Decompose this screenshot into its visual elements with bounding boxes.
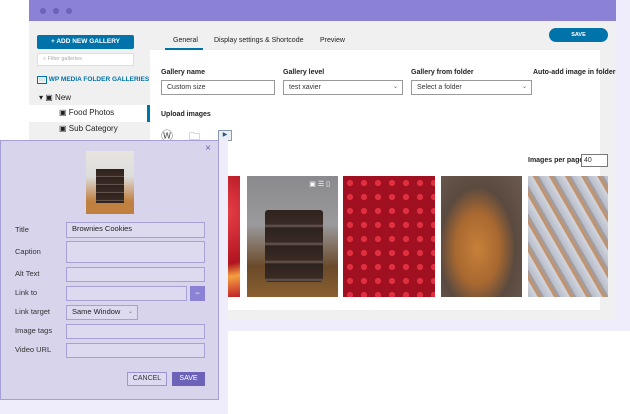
link-target-select[interactable]: Same Window ⌄	[66, 305, 138, 320]
image-icon: ▣	[45, 93, 53, 102]
video-url-label: Video URL	[15, 345, 52, 354]
chevron-down-icon: ⌄	[521, 84, 527, 90]
per-page-value: 40	[584, 157, 592, 164]
window-dot[interactable]	[66, 8, 72, 14]
link-icon[interactable]: ⇔	[190, 286, 205, 301]
gallery-name-value: Custom size	[167, 84, 206, 91]
link-to-input[interactable]	[66, 286, 187, 301]
tree-item-food-photos[interactable]: ▣ Food Photos	[59, 108, 114, 117]
tree-item-sub-category[interactable]: ▣ Sub Category	[59, 124, 118, 133]
gallery-folder-value: Select a folder	[417, 84, 462, 91]
link-to-label: Link to	[15, 288, 38, 297]
per-page-label: Images per page	[528, 157, 584, 164]
folder-upload-icon[interactable]: 🗀	[189, 131, 200, 143]
caption-label: Caption	[15, 247, 41, 256]
selected-indicator	[147, 105, 150, 122]
tree-label: Sub Category	[68, 124, 118, 133]
title-bar	[29, 0, 616, 21]
active-tab-indicator	[165, 48, 203, 50]
image-icon: ▣	[59, 108, 67, 117]
image-thumbnail	[86, 151, 134, 214]
title-label: Title	[15, 225, 29, 234]
gallery-photo-apples[interactable]	[343, 176, 435, 297]
gallery-folder-select[interactable]: Select a folder ⌄	[411, 80, 532, 95]
gallery-icon: ◌◌	[37, 76, 47, 84]
chevron-down-icon: ⌄	[392, 84, 398, 90]
close-icon[interactable]: ×	[205, 143, 211, 154]
per-page-input[interactable]: 40	[581, 154, 608, 167]
tree-label: Food Photos	[68, 108, 115, 117]
image-icon: ▣	[59, 124, 67, 133]
image-tags-label: Image tags	[15, 326, 53, 335]
gallery-name-label: Gallery name	[161, 69, 205, 76]
tab-general[interactable]: General	[173, 37, 198, 44]
image-edit-modal: × Title Brownies Cookies Caption Alt Tex…	[0, 140, 219, 400]
window-dot[interactable]	[53, 8, 59, 14]
alt-text-label: Alt Text	[15, 269, 40, 278]
caption-input[interactable]	[66, 241, 205, 263]
window-dot[interactable]	[40, 8, 46, 14]
brownie-stack	[96, 169, 124, 203]
tree-item-new[interactable]: ▾ ▣ New	[39, 93, 72, 102]
title-input[interactable]: Brownies Cookies	[66, 222, 205, 238]
tree-item-selected-bg	[29, 105, 150, 122]
filter-placeholder: Filter galleries	[47, 56, 82, 62]
gallery-name-input[interactable]: Custom size	[161, 80, 275, 95]
root-label: WP MEDIA FOLDER GALLERIES	[48, 76, 150, 83]
gallery-level-value: test xavier	[289, 84, 321, 91]
upload-images-label: Upload images	[161, 111, 211, 118]
gallery-photo-biryani[interactable]	[441, 176, 522, 297]
image-tags-input[interactable]	[66, 324, 205, 339]
tree-label: New	[55, 93, 72, 102]
brownie-stack	[265, 210, 323, 282]
link-target-value: Same Window	[72, 307, 121, 316]
filter-galleries-input[interactable]: ⌕ Filter galleries	[37, 53, 134, 66]
wordpress-icon[interactable]: Ⓦ	[161, 129, 174, 143]
video-url-input[interactable]	[66, 343, 205, 358]
auto-add-label: Auto-add image in folder	[533, 69, 616, 76]
tab-preview[interactable]: Preview	[320, 37, 345, 44]
photo-action-icons[interactable]: ▣☰▯	[309, 181, 332, 188]
title-value: Brownies Cookies	[72, 224, 133, 233]
cancel-button[interactable]: CANCEL	[127, 372, 167, 386]
link-target-label: Link target	[15, 307, 51, 316]
gallery-folder-label: Gallery from folder	[411, 69, 474, 76]
tab-display-settings[interactable]: Display settings & Shortcode	[214, 37, 304, 44]
alt-text-input[interactable]	[66, 267, 205, 282]
gallery-level-label: Gallery level	[283, 69, 325, 76]
gallery-photo-brownies[interactable]: ▣☰▯	[247, 176, 338, 297]
gallery-level-select[interactable]: test xavier ⌄	[283, 80, 403, 95]
save-button[interactable]: SAVE	[549, 28, 608, 42]
modal-save-button[interactable]: SAVE	[172, 372, 205, 386]
galleries-root[interactable]: ◌◌ WP MEDIA FOLDER GALLERIES	[37, 76, 150, 84]
add-gallery-button[interactable]: + ADD NEW GALLERY	[37, 35, 134, 49]
gallery-photo-fish[interactable]	[528, 176, 608, 297]
chevron-down-icon: ⌄	[127, 309, 133, 315]
